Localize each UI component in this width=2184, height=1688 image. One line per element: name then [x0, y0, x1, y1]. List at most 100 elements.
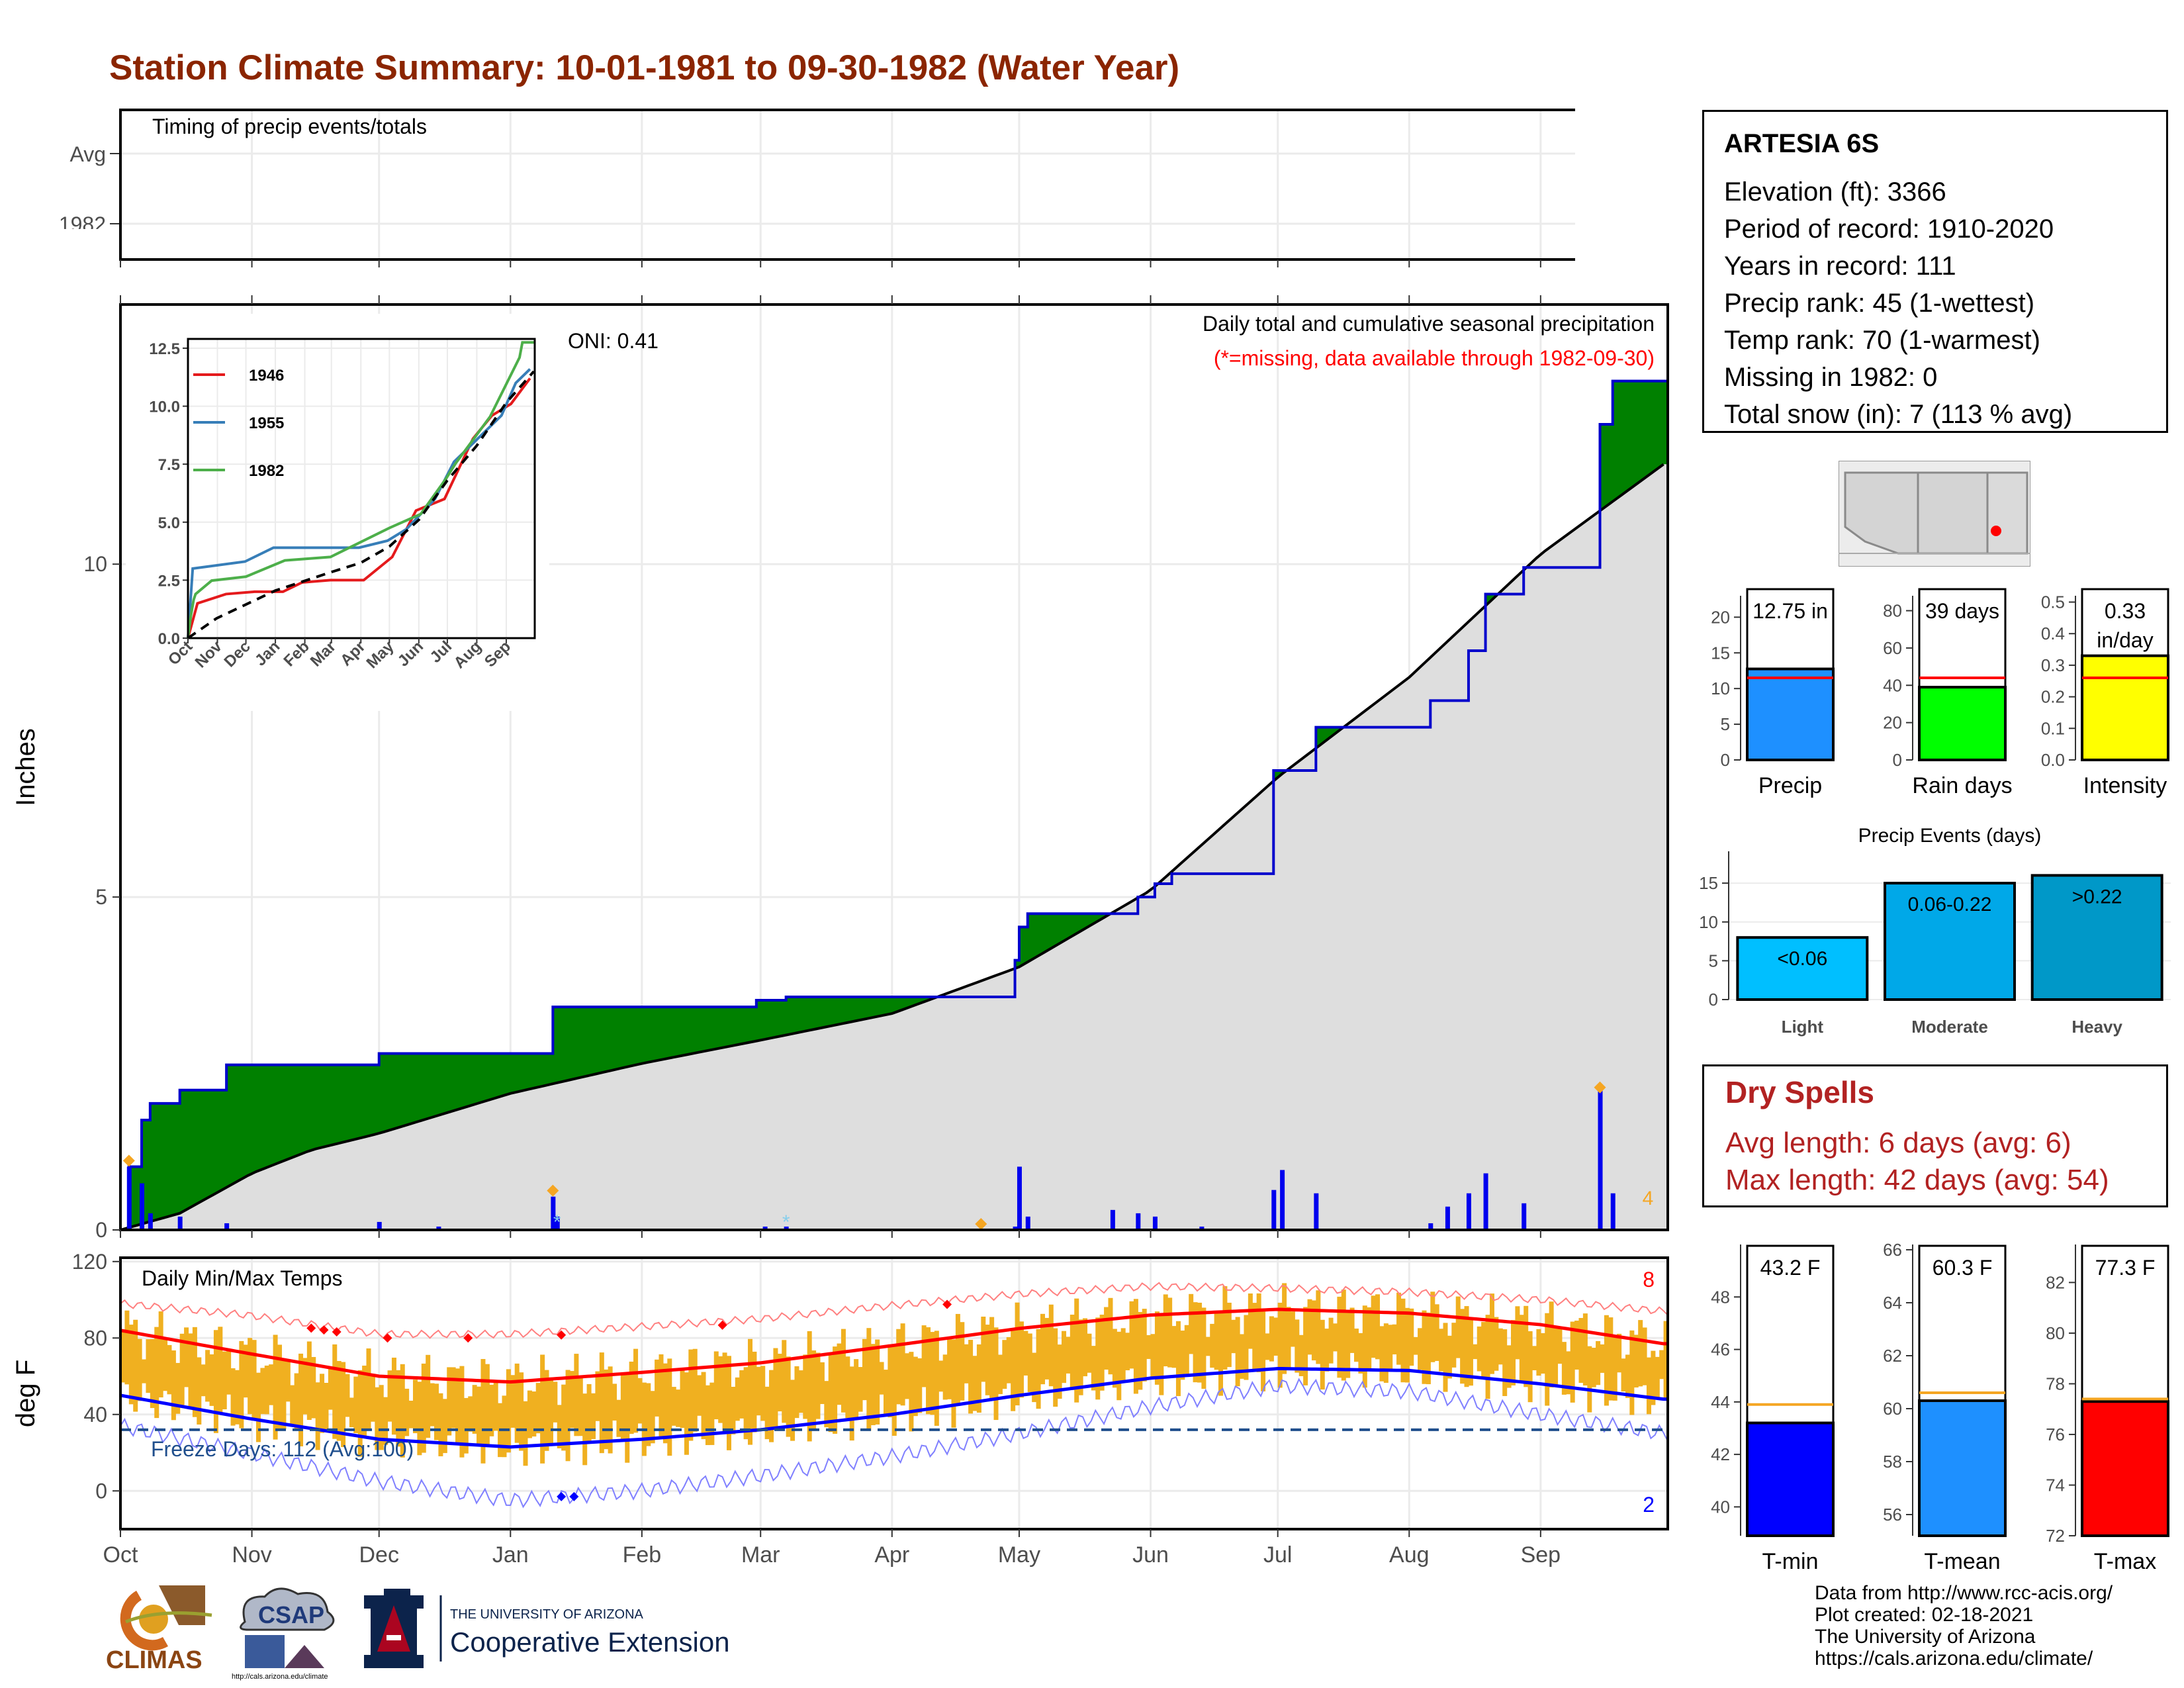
temp-daily-range-bar — [1367, 1307, 1372, 1369]
precip-departure-fill — [175, 1103, 181, 1214]
temp-daily-range-bar — [1277, 1302, 1283, 1388]
temp-daily-range-bar — [1604, 1315, 1609, 1406]
temp-daily-range-bar — [692, 1348, 698, 1432]
temp-daily-range-bar — [1231, 1319, 1236, 1354]
temp-daily-range-bar — [604, 1369, 609, 1450]
timing-row-label: Avg — [69, 142, 106, 166]
small-chart-y-tick-label: 48 — [1711, 1287, 1730, 1307]
temp-daily-range-bar — [311, 1356, 316, 1419]
precip-departure-fill — [1062, 914, 1067, 941]
precip-daily-bar — [1025, 1216, 1030, 1230]
precip-departure-fill — [349, 1064, 354, 1141]
temp-daily-range-bar — [1561, 1342, 1567, 1395]
temp-daily-range-bar — [612, 1383, 617, 1421]
state-new-mexico — [1917, 471, 1989, 555]
temp-daily-range-bar — [493, 1382, 498, 1431]
precip-departure-fill — [455, 1053, 461, 1110]
temp-daily-range-bar — [1383, 1323, 1388, 1383]
small-chart-y-tick-label: 60 — [1883, 1399, 1902, 1419]
precip-departure-fill — [875, 996, 880, 1017]
climas-logo: CLIMAS — [106, 1585, 212, 1674]
temp-daily-range-bar — [790, 1380, 796, 1441]
precip-departure-fill — [612, 1007, 617, 1070]
precip-departure-fill — [480, 1053, 486, 1102]
precip-departure-fill — [701, 1007, 706, 1052]
temp-daily-range-bar — [489, 1384, 494, 1436]
temp-daily-range-bar — [1418, 1328, 1423, 1370]
temp-daily-range-bar — [1651, 1350, 1656, 1405]
temp-daily-range-bar — [1646, 1357, 1651, 1415]
precip-departure-fill — [324, 1064, 329, 1147]
temp-daily-range-bar — [277, 1344, 283, 1430]
temp-daily-range-bar — [620, 1374, 625, 1440]
precip-departure-fill — [417, 1053, 422, 1121]
temp-daily-range-bar — [514, 1363, 520, 1443]
temp-daily-range-bar — [1316, 1290, 1321, 1364]
temp-daily-range-bar — [1171, 1326, 1177, 1368]
small-chart-y-tick-label: 40 — [1883, 675, 1902, 695]
small-chart-y-tick-label: 40 — [1711, 1497, 1730, 1517]
temp-daily-range-bar — [426, 1354, 431, 1438]
temp-daily-range-bar — [553, 1382, 558, 1423]
temp-daily-range-bar — [353, 1376, 359, 1434]
record-low-marker — [557, 1491, 567, 1501]
precip-departure-fill — [849, 996, 854, 1022]
precip-departure-fill — [353, 1064, 359, 1139]
record-high-marker — [717, 1320, 727, 1330]
temp-daily-range-bar — [336, 1361, 341, 1441]
temp-daily-range-bar — [637, 1378, 643, 1424]
events-y-tick-label: 0 — [1709, 990, 1718, 1009]
precip-departure-fill — [1099, 914, 1105, 919]
precip-departure-fill — [807, 996, 812, 1031]
precip-departure-fill — [921, 996, 927, 1002]
temp-x-tick-label: Jan — [492, 1542, 529, 1568]
precip-departure-fill — [362, 1064, 367, 1137]
precip-departure-fill — [913, 996, 918, 1006]
temp-daily-range-bar — [1549, 1301, 1554, 1387]
temp-daily-range-bar — [502, 1395, 507, 1458]
temp-daily-range-bar — [595, 1371, 600, 1421]
temp-daily-range-bar — [718, 1356, 723, 1423]
temp-daily-range-bar — [688, 1349, 694, 1441]
temp-daily-range-bar — [1108, 1297, 1113, 1375]
precip-average-line — [120, 463, 1664, 1231]
precip-departure-fill — [302, 1064, 308, 1153]
temp-x-tick-label: Oct — [103, 1542, 138, 1568]
temp-daily-range-bar — [1240, 1334, 1245, 1379]
temp-y-tick-label: 120 — [72, 1250, 107, 1274]
temp-daily-range-bar — [1625, 1354, 1630, 1398]
temp-daily-range-bar — [650, 1391, 655, 1444]
temp-daily-range-bar — [1400, 1298, 1406, 1383]
temp-daily-range-bar — [273, 1335, 278, 1440]
precip-departure-fill — [451, 1053, 456, 1111]
precip-departure-fill — [926, 996, 931, 1001]
precip-departure-fill — [667, 1007, 672, 1058]
small-chart-bar — [1918, 686, 2007, 761]
precip-departure-fill — [1617, 381, 1622, 497]
precip-departure-fill — [1091, 914, 1096, 924]
precip-departure-fill — [879, 996, 884, 1016]
credits: Data from http://www.rcc-acis.org/Plot c… — [1815, 1582, 2113, 1669]
csap-logo-text: CSAP — [258, 1601, 324, 1628]
temp-daily-range-bar — [506, 1369, 511, 1453]
temp-daily-range-bar — [527, 1390, 532, 1438]
events-y-tick-label: 15 — [1699, 873, 1718, 893]
temp-daily-range-bar — [290, 1385, 295, 1427]
precip-departure-fill — [383, 1053, 388, 1132]
temp-daily-range-bar — [1337, 1296, 1342, 1378]
temp-daily-range-bar — [1404, 1307, 1410, 1383]
temp-daily-range-bar — [883, 1370, 888, 1414]
temp-daily-range-bar — [578, 1376, 583, 1436]
precip-departure-fill — [1485, 594, 1490, 604]
small-chart-y-tick-label: 64 — [1883, 1293, 1902, 1313]
temp-daily-range-bar — [1532, 1346, 1537, 1371]
temp-daily-range-bar — [1290, 1311, 1295, 1347]
temp-daily-range-bar — [629, 1361, 634, 1434]
temp-daily-range-bar — [408, 1400, 414, 1429]
temp-daily-range-bar — [251, 1340, 257, 1419]
precip-departure-fill — [548, 1053, 553, 1084]
events-bar — [1736, 936, 1869, 1001]
temp-daily-range-bar — [430, 1383, 435, 1427]
precip-departure-fill — [184, 1090, 189, 1210]
temp-daily-range-bar — [833, 1346, 838, 1434]
